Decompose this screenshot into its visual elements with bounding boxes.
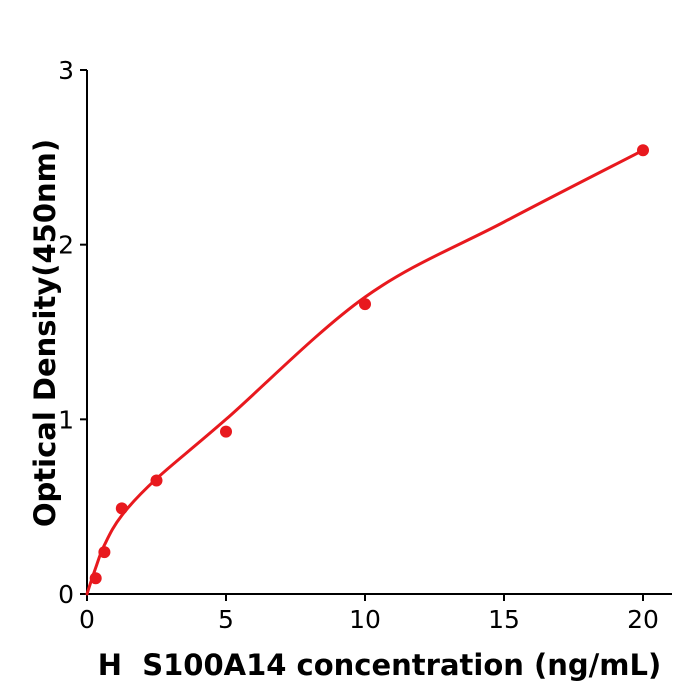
y-tick-label: 0 [58,580,74,609]
x-tick-label: 10 [349,605,381,634]
data-point [220,425,232,438]
x-axis-title: H S100A14 concentration (ng/mL) [97,648,662,682]
y-tick-label: 2 [58,231,74,260]
y-tick-label: 1 [58,405,74,434]
fit-curve-line [85,148,645,596]
data-point [637,144,649,157]
y-tick-label: 3 [58,56,74,85]
data-point [98,546,111,559]
axis-spines [86,70,672,595]
data-point [115,502,128,515]
y-axis-title: Optical Density(450nm) [28,138,62,528]
data-point [359,298,371,311]
x-tick-label: 5 [218,605,234,634]
x-tick-label: 0 [79,605,95,634]
x-tick-label: 20 [627,605,659,634]
data-point [150,474,163,487]
x-tick-label: 15 [488,605,520,634]
data-point [89,572,102,585]
